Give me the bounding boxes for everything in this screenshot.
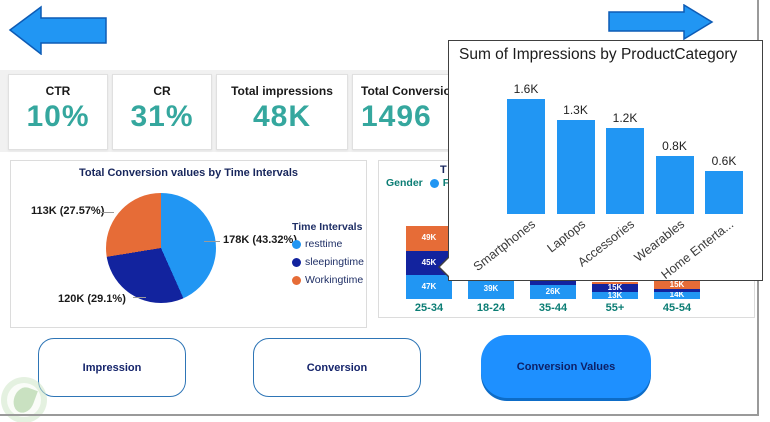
popup-bar[interactable] — [556, 120, 595, 214]
x-axis-label: 45-54 — [662, 302, 692, 314]
stacked-bar-plot: 49K 45K 47K 39K 26K 15K 13K 15K 14K — [406, 201, 700, 299]
segment-value-label: 49K — [421, 233, 437, 243]
pie-chart-panel: Total Conversion values by Time Interval… — [10, 160, 367, 328]
stacked-bar-segment[interactable]: 14K — [654, 291, 700, 299]
segment-value-label: 13K — [607, 292, 623, 299]
popup-bar-group: 0.8K Wearables — [631, 139, 694, 265]
back-arrow-button[interactable] — [8, 3, 108, 55]
stacked-chart-title-fragment: T — [440, 164, 447, 176]
x-axis-label: 25-34 — [414, 302, 444, 314]
popup-bar[interactable] — [606, 128, 644, 214]
kpi-label: Total impressions — [231, 84, 333, 98]
forward-arrow-button[interactable] — [608, 4, 714, 40]
kpi-value: 48K — [252, 100, 312, 133]
segment-value-label: 26K — [545, 287, 561, 297]
pie-legend: Time Intervals resttime sleepingtime Wor… — [292, 221, 364, 292]
pie-legend-title: Time Intervals — [292, 221, 363, 233]
segment-value-label: 14K — [669, 291, 685, 299]
popup-chart-title: Sum of Impressions by ProductCategory — [459, 46, 738, 63]
bar-category-label: Smartphones — [471, 217, 539, 274]
legend-dot-icon — [292, 239, 301, 249]
left-arrow-icon — [8, 5, 107, 55]
kpi-card-cr[interactable]: CR 31% — [112, 74, 212, 150]
stacked-bar-segment[interactable] — [654, 289, 700, 292]
legend-title: Gender — [386, 177, 423, 189]
legend-item-resttime[interactable]: resttime — [292, 238, 364, 250]
stacked-bar-column[interactable]: 26K — [530, 279, 576, 299]
bar-value-label: 1.2K — [612, 111, 638, 125]
legend-item-label: sleepingtime — [305, 256, 364, 268]
bar-value-label: 1.3K — [563, 103, 588, 117]
popup-bar[interactable] — [705, 171, 743, 214]
impression-button[interactable]: Impression — [38, 338, 186, 397]
stacked-bar-column[interactable]: 39K — [468, 278, 514, 299]
kpi-value: 31% — [130, 100, 194, 133]
stacked-bar-segment[interactable]: 15K — [654, 281, 700, 290]
legend-dot-icon — [429, 178, 439, 188]
pie-data-label: 113K (27.57%) — [31, 205, 105, 217]
x-axis-label: 55+ — [605, 302, 625, 314]
x-axis-label: 35-44 — [538, 302, 568, 314]
impressions-popup: Sum of Impressions by ProductCategory 1.… — [438, 40, 763, 282]
pie-leader-line — [133, 297, 146, 298]
popup-bar-group: 0.6K Home Enterta... — [659, 154, 743, 282]
popup-bar-group: 1.3K Laptops — [544, 103, 595, 255]
stacked-bar-segment[interactable]: 26K — [530, 285, 576, 299]
kpi-value: 1496 — [361, 100, 432, 133]
bar-value-label: 0.8K — [662, 139, 687, 153]
conversion-button[interactable]: Conversion — [253, 338, 421, 397]
segment-value-label: 47K — [421, 281, 437, 291]
button-label: Conversion Values — [516, 360, 616, 373]
legend-item-label: resttime — [305, 238, 343, 250]
popup-bar[interactable] — [655, 156, 694, 214]
legend-dot-icon — [292, 275, 301, 285]
popup-pointer-icon — [440, 258, 449, 276]
kpi-label: CR — [153, 84, 171, 98]
stacked-bar-column[interactable]: 15K 13K — [592, 281, 638, 299]
stacked-bar-segment[interactable]: 15K — [592, 284, 638, 293]
pie-data-label: 120K (29.1%) — [58, 293, 126, 305]
x-axis-label: 18-24 — [476, 302, 506, 314]
legend-dot-icon — [292, 257, 301, 267]
popup-bar-group: 1.2K Accessories — [576, 111, 644, 270]
legend-item-workingtime[interactable]: Workingtime — [292, 274, 364, 286]
legend-item-sleepingtime[interactable]: sleepingtime — [292, 256, 364, 268]
stacked-bar-column[interactable]: 15K 14K — [654, 281, 700, 299]
legend-item-label: Workingtime — [305, 274, 364, 286]
popup-bar[interactable] — [507, 99, 545, 214]
segment-value-label: 15K — [607, 284, 623, 293]
button-label: Conversion — [306, 361, 368, 374]
stacked-bar-x-axis: 25-34 18-24 35-44 55+ 45-54 — [406, 302, 700, 314]
stacked-bar-segment[interactable] — [592, 281, 638, 285]
stacked-bar-segment[interactable] — [530, 279, 576, 286]
pie-leader-line — [101, 212, 114, 213]
button-label: Impression — [82, 361, 142, 374]
stacked-bar-segment[interactable]: 47K — [406, 274, 452, 299]
stacked-bar-segment[interactable]: 49K — [406, 225, 452, 252]
bar-value-label: 0.6K — [711, 154, 737, 168]
popup-bar-group: 1.6K Smartphones — [471, 82, 545, 274]
segment-value-label: 45K — [421, 257, 437, 267]
pie-leader-line — [204, 241, 220, 242]
segment-value-label: 39K — [483, 283, 499, 293]
kpi-value: 10% — [26, 100, 90, 133]
canvas-bottom-border — [0, 414, 759, 416]
conversion-values-button[interactable]: Conversion Values — [481, 335, 651, 398]
segment-value-label: 15K — [669, 281, 685, 290]
pie-data-label: 178K (43.32%) — [223, 234, 297, 246]
popup-bar-plot: 1.6K Smartphones 1.3K Laptops 1.2K Acces… — [471, 72, 743, 282]
pie-chart[interactable] — [106, 193, 216, 303]
stacked-bar-segment[interactable]: 39K — [468, 278, 514, 299]
bar-category-label: Laptops — [544, 217, 588, 256]
right-arrow-icon — [608, 4, 714, 40]
kpi-card-total-impressions[interactable]: Total impressions 48K — [216, 74, 348, 150]
pie-chart-title: Total Conversion values by Time Interval… — [78, 167, 299, 179]
stacked-bar-segment[interactable]: 13K — [592, 292, 638, 299]
bar-value-label: 1.6K — [513, 82, 539, 96]
kpi-label: Total Conversion — [361, 84, 459, 98]
kpi-card-ctr[interactable]: CTR 10% — [8, 74, 108, 150]
kpi-label: CTR — [45, 84, 71, 98]
